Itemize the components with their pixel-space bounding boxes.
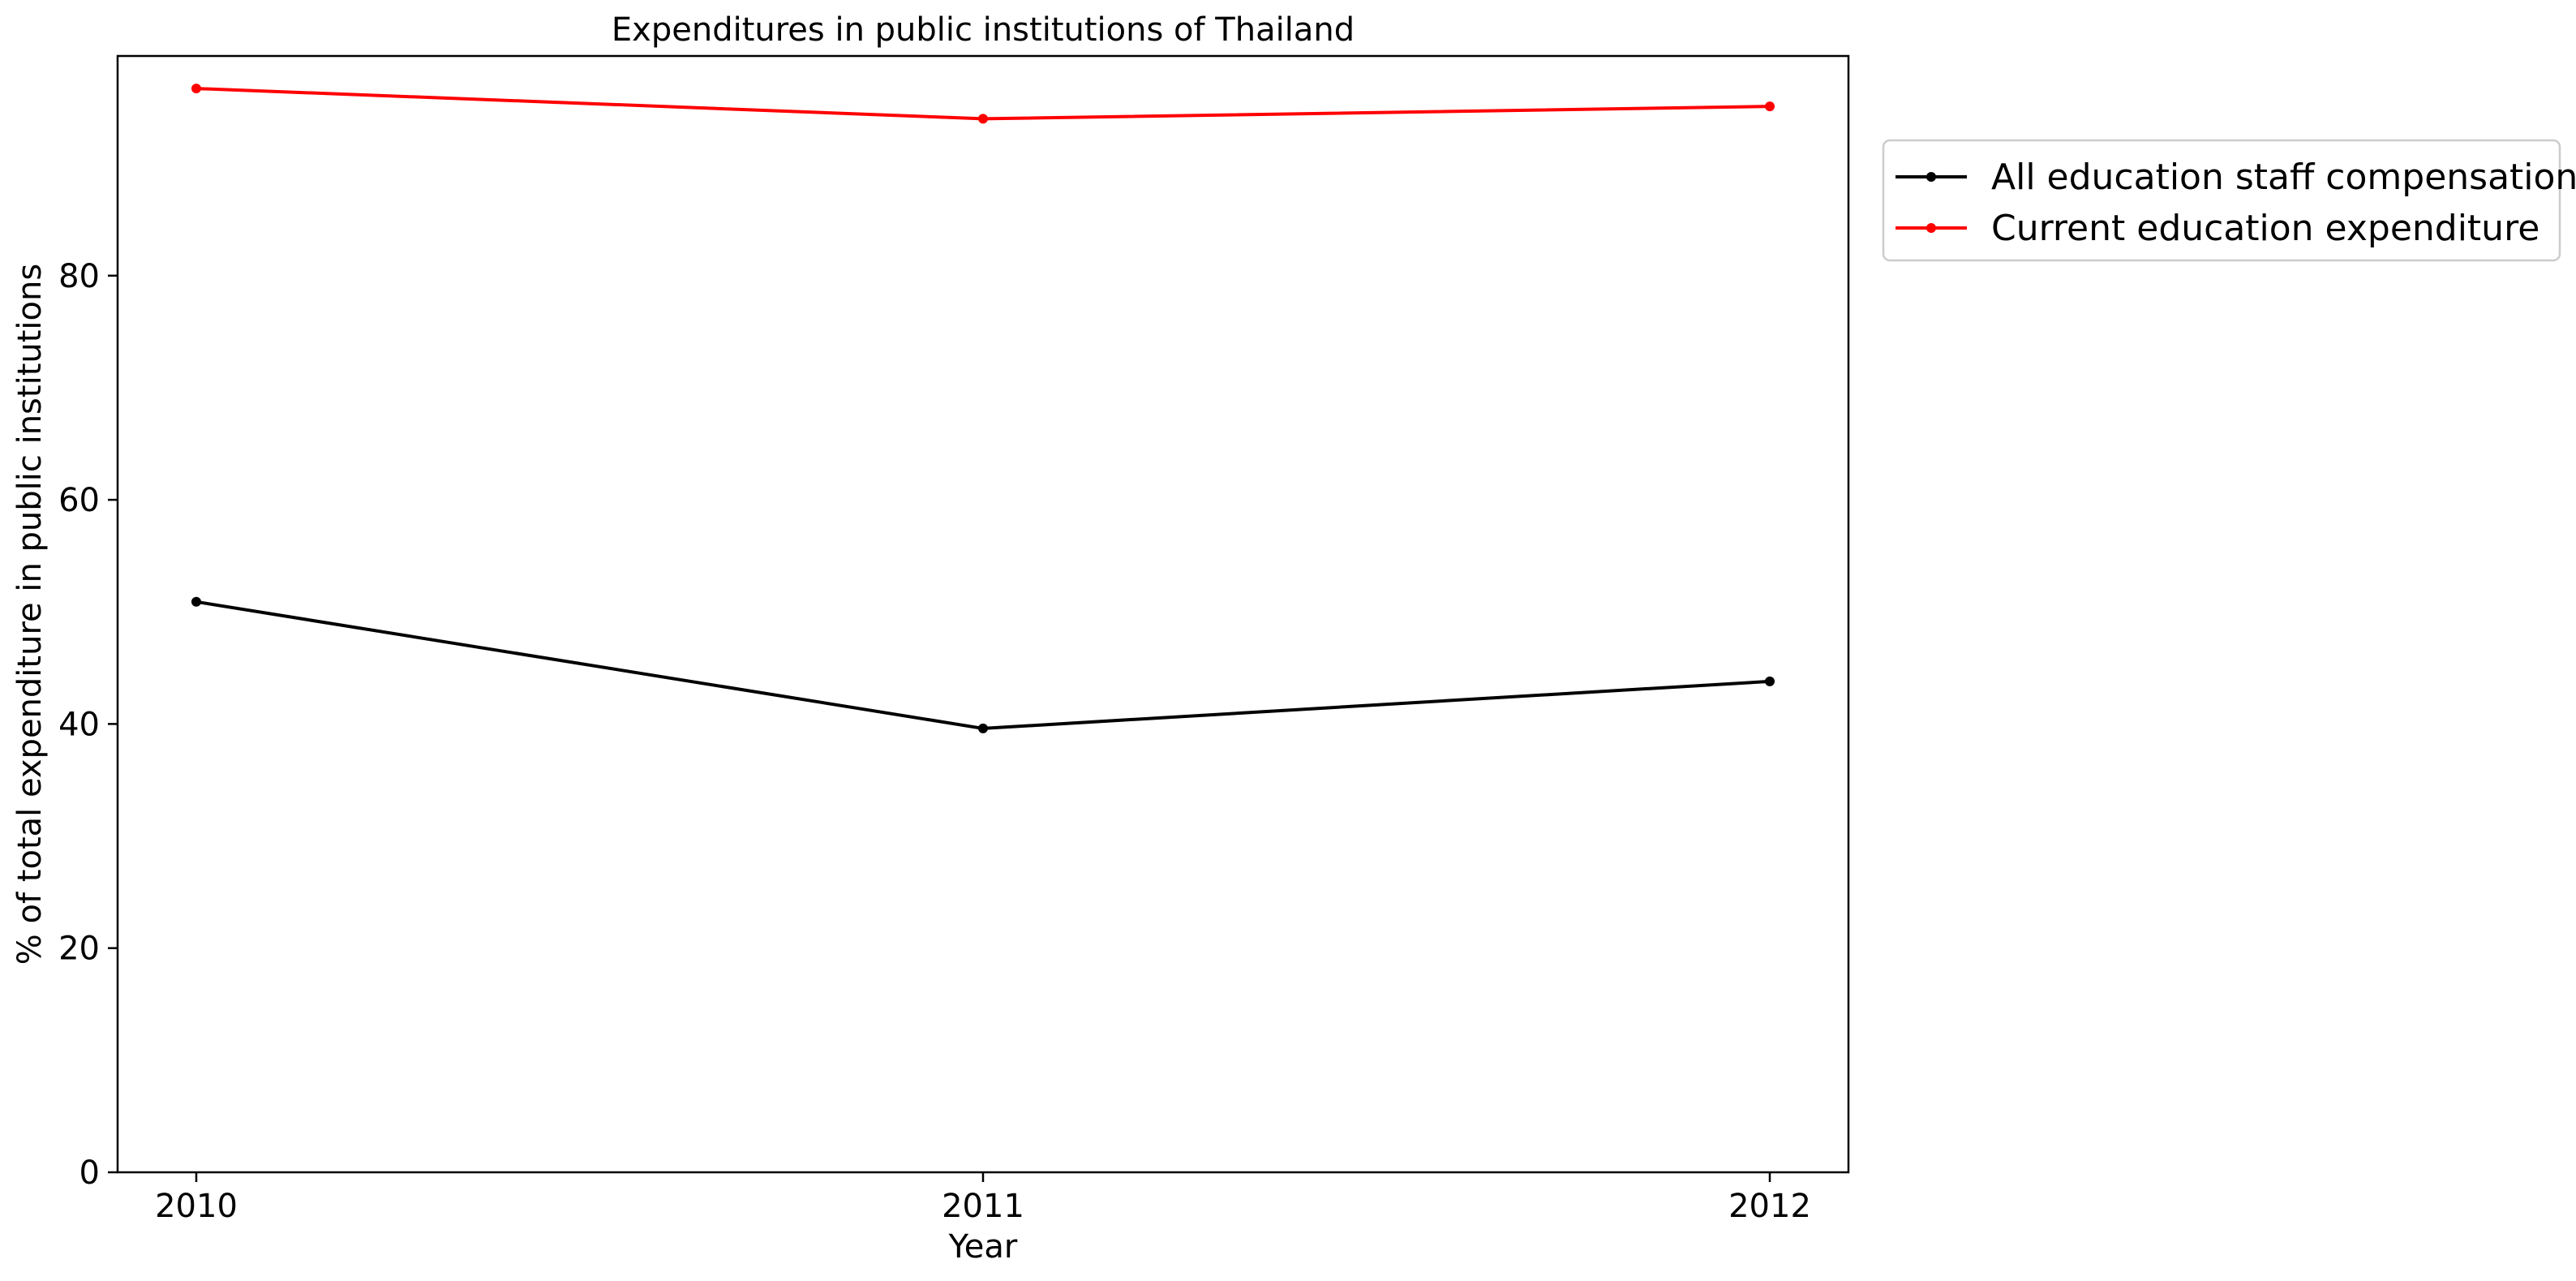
legend-entry: All education staff compensation: [1896, 157, 2576, 198]
legend-marker: [1926, 223, 1936, 233]
y-tick-label: 80: [58, 258, 100, 295]
legend-frame: [1882, 139, 2561, 262]
x-axis-label: Year: [948, 1228, 1018, 1266]
y-tick-label: 0: [79, 1154, 100, 1192]
x-axis: 2010 2011 2012: [155, 1172, 1811, 1225]
legend-marker: [1926, 172, 1936, 182]
x-tick-label: 2010: [155, 1188, 238, 1225]
series-1: [191, 84, 1775, 124]
data-point: [191, 84, 201, 94]
y-tick-label: 60: [58, 482, 100, 519]
y-tick-label: 20: [58, 931, 100, 968]
data-point: [978, 114, 988, 124]
legend: All education staff compensation Current …: [1882, 139, 2576, 262]
plot-marks: [191, 84, 1775, 733]
series-line: [195, 600, 1771, 730]
data-point: [978, 723, 988, 733]
y-axis: 0 20 40 60 80: [58, 258, 118, 1192]
data-point: [191, 596, 201, 607]
legend-entry: Current education expenditure: [1896, 208, 2540, 249]
legend-label: All education staff compensation: [1991, 157, 2576, 198]
series-0: [191, 596, 1775, 733]
x-tick-label: 2012: [1728, 1188, 1811, 1225]
data-point: [1765, 101, 1775, 112]
plot-frame: [116, 54, 1850, 1174]
legend-label: Current education expenditure: [1991, 208, 2540, 249]
chart-title: Expenditures in public institutions of T…: [612, 11, 1355, 49]
y-tick-label: 40: [58, 706, 100, 743]
x-tick-label: 2011: [942, 1188, 1024, 1225]
data-point: [1765, 676, 1775, 686]
y-axis-label: % of total expenditure in public institu…: [11, 264, 49, 965]
